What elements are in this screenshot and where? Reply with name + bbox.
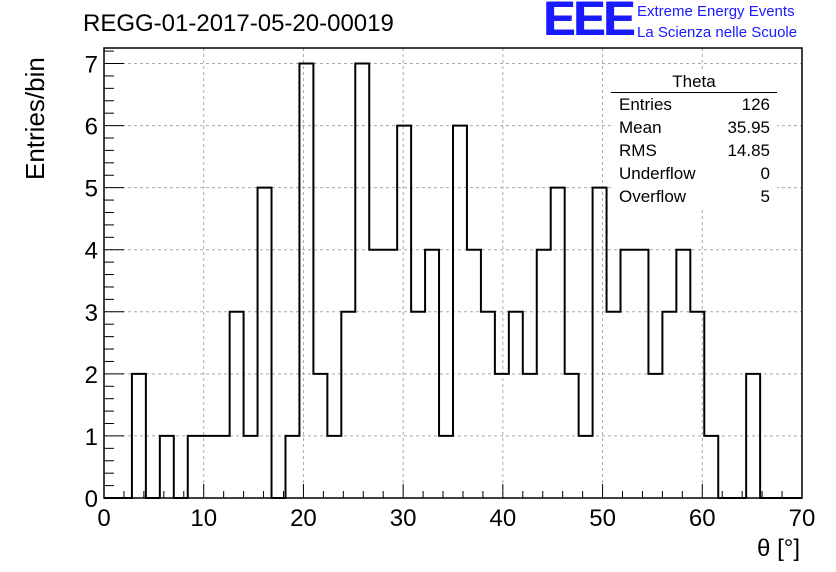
eee-logo-line1: Extreme Energy Events [637, 3, 795, 20]
stats-label: Overflow [619, 187, 687, 206]
x-tick-label: 40 [490, 505, 517, 532]
stats-label: RMS [619, 141, 657, 160]
stats-box-title: Theta [611, 72, 777, 93]
y-tick-label: 4 [85, 238, 98, 265]
stats-row-rms: RMS 14.85 [611, 139, 777, 162]
stats-label: Underflow [619, 164, 696, 183]
histogram-title: REGG-01-2017-05-20-00019 [83, 10, 394, 37]
y-tick-label: 5 [85, 176, 98, 203]
stats-value: 35.95 [727, 118, 770, 137]
y-tick-label: 2 [85, 362, 98, 389]
eee-logo-mark: EEE [543, 0, 635, 46]
stats-row-overflow: Overflow 5 [611, 185, 777, 208]
stats-value: 0 [760, 164, 770, 183]
y-tick-label: 3 [85, 300, 98, 327]
x-tick-label: 30 [390, 505, 417, 532]
stats-box: Theta Entries 126 Mean 35.95 RMS 14.85 U… [611, 72, 777, 208]
x-tick-label: 20 [290, 505, 317, 532]
plot-frame [103, 47, 803, 499]
x-tick-label: 0 [97, 505, 110, 532]
stats-label: Mean [619, 118, 662, 137]
y-tick-label: 7 [85, 52, 98, 79]
stats-value: 126 [741, 95, 770, 114]
x-tick-label: 10 [190, 505, 217, 532]
y-tick-label: 1 [85, 424, 98, 451]
eee-logo-line2: La Scienza nelle Scuole [637, 24, 798, 41]
histogram-bars [104, 62, 802, 499]
stats-value: 5 [760, 187, 770, 206]
y-tick-label: 6 [85, 114, 98, 141]
histogram-outline [104, 62, 802, 499]
x-tick-label: 70 [789, 505, 816, 532]
stats-value: 14.85 [727, 141, 770, 160]
stats-row-entries: Entries 126 [611, 93, 777, 116]
x-tick-label: 50 [589, 505, 616, 532]
stats-row-underflow: Underflow 0 [611, 162, 777, 185]
x-axis-label: θ [°] [757, 535, 800, 562]
stats-row-mean: Mean 35.95 [611, 116, 777, 139]
stats-label: Entries [619, 95, 672, 114]
x-tick-label: 60 [689, 505, 716, 532]
y-tick-label: 0 [85, 486, 98, 513]
